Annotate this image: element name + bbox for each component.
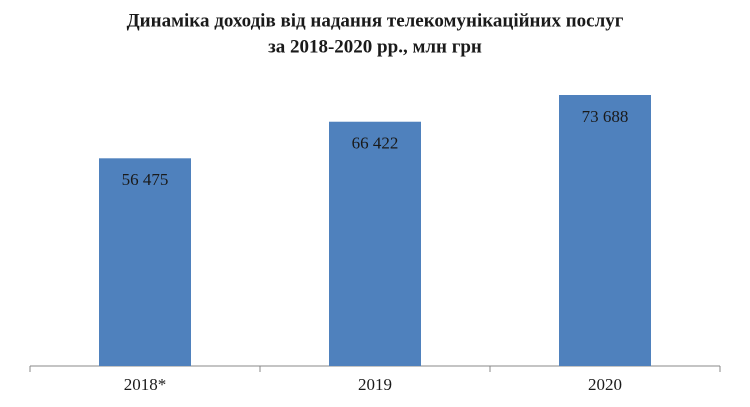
- value-label: 73 688: [582, 107, 629, 126]
- chart-title: за 2018-2020 рр., млн грн: [268, 36, 482, 57]
- bar: [329, 121, 421, 366]
- bar: [99, 158, 191, 366]
- chart-title: Динаміка доходів від надання телекомунік…: [127, 10, 624, 31]
- value-label: 56 475: [122, 170, 169, 189]
- x-tick-label: 2018*: [124, 375, 167, 394]
- x-tick-label: 2020: [588, 375, 622, 394]
- x-tick-label: 2019: [358, 375, 392, 394]
- bar: [559, 95, 651, 366]
- value-label: 66 422: [352, 134, 399, 153]
